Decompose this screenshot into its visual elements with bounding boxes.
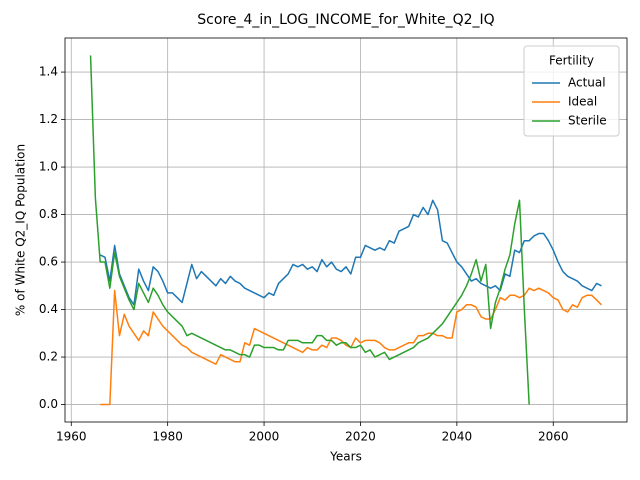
legend-label: Actual bbox=[568, 76, 606, 90]
y-tick-label: 0.0 bbox=[39, 397, 58, 411]
x-tick-label: 2020 bbox=[345, 430, 376, 444]
y-tick-label: 0.6 bbox=[39, 255, 58, 269]
legend-label: Ideal bbox=[568, 95, 597, 109]
x-tick-label: 2000 bbox=[249, 430, 280, 444]
chart-title: Score_4_in_LOG_INCOME_for_White_Q2_IQ bbox=[197, 12, 494, 28]
legend-title: Fertility bbox=[549, 54, 594, 68]
x-tick-label: 1960 bbox=[56, 430, 87, 444]
y-tick-label: 0.4 bbox=[39, 302, 58, 316]
y-tick-label: 1.2 bbox=[39, 112, 58, 126]
y-tick-label: 0.2 bbox=[39, 350, 58, 364]
legend: Fertility Actual Ideal Sterile bbox=[523, 45, 620, 137]
y-tick-label: 1.0 bbox=[39, 160, 58, 174]
x-tick-label: 2040 bbox=[442, 430, 473, 444]
x-tick-label: 1980 bbox=[152, 430, 183, 444]
x-axis-label: Years bbox=[329, 450, 362, 464]
y-tick-label: 1.4 bbox=[39, 65, 58, 79]
legend-box bbox=[523, 45, 620, 137]
legend-label: Sterile bbox=[568, 114, 607, 128]
y-axis-label: % of White Q2_IQ Population bbox=[14, 144, 28, 316]
plot-frame bbox=[64, 37, 628, 423]
line-series bbox=[99, 199, 602, 306]
x-tick-label: 2060 bbox=[538, 430, 569, 444]
y-tick-label: 0.8 bbox=[39, 207, 58, 221]
line-series bbox=[89, 55, 530, 405]
